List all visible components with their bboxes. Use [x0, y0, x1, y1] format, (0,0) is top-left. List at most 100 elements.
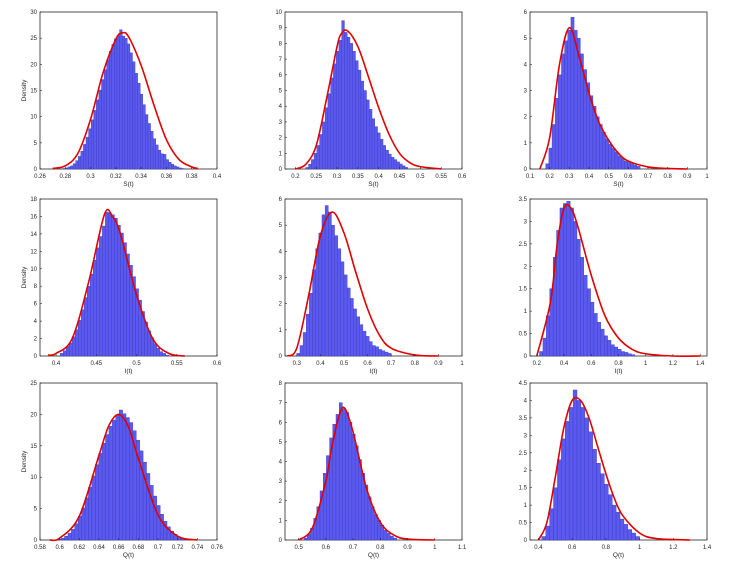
y-tick-label: 4 [279, 249, 283, 255]
x-tick-label: 0.8 [411, 361, 420, 367]
histogram-bar [311, 159, 315, 170]
y-axis-label: Density [21, 79, 28, 101]
histogram-bar [333, 63, 337, 170]
histogram-bar [611, 147, 616, 170]
histogram-bar [132, 61, 136, 170]
histogram-bar [599, 124, 603, 170]
histogram-bar [75, 160, 79, 170]
y-tick-label: 2 [34, 337, 38, 343]
histogram-bar [600, 328, 605, 357]
y-tick-label: 4 [524, 62, 528, 68]
histogram-bar [572, 389, 578, 541]
histogram-bar [567, 30, 572, 170]
histogram-bar [101, 443, 106, 541]
histogram-bar [374, 126, 378, 170]
histogram-bar [171, 164, 175, 170]
histogram-bar [77, 515, 82, 541]
x-tick-label: 1.4 [696, 361, 705, 367]
histogram-bar [74, 523, 79, 541]
histogram-bar [90, 273, 94, 357]
histogram-bar [340, 261, 345, 357]
histogram-bar [156, 505, 161, 541]
histogram-bar [554, 98, 559, 170]
y-tick-label: 7 [279, 57, 283, 63]
histogram-bar [367, 496, 372, 541]
x-tick-label: 0.6 [624, 174, 633, 180]
histogram-bar [98, 453, 103, 541]
x-tick-label: 0.7 [154, 545, 163, 551]
histogram-bar [393, 159, 398, 170]
x-tick-label: 0.6 [322, 545, 331, 551]
y-tick-label: 5 [279, 223, 283, 229]
histogram-bar [584, 417, 589, 541]
histogram-bar [103, 69, 107, 170]
histogram-bar [595, 116, 600, 170]
histogram-bar [105, 211, 109, 357]
y-tick-label: 3.5 [519, 197, 528, 203]
y-tick-label: 0 [34, 354, 38, 360]
x-tick-label: 0.3 [293, 361, 302, 367]
x-tick-label: 0.2 [545, 174, 554, 180]
histogram-bar [96, 99, 100, 170]
histogram-bar [344, 32, 348, 170]
y-tick-label: 4 [279, 460, 283, 466]
histogram-bar [65, 167, 69, 170]
x-tick-label: 0.4 [560, 361, 569, 367]
x-tick-label: 0.6 [55, 545, 64, 551]
histogram-bar [352, 51, 356, 170]
histogram-bar [62, 350, 67, 357]
y-tick-label: 25 [30, 36, 37, 42]
histogram-bar [67, 166, 71, 170]
y-tick-label: 14 [30, 232, 37, 238]
histogram-bar [84, 297, 88, 357]
histogram-bar [118, 409, 123, 541]
histogram-bar [81, 309, 85, 357]
histogram-bar [84, 497, 89, 541]
y-tick-label: 3 [279, 479, 283, 485]
x-axis-label: I(t) [615, 368, 623, 375]
x-tick-label: 0.3 [333, 174, 342, 180]
histogram-bar [566, 201, 571, 357]
histogram-bar [102, 225, 106, 357]
histogram-bar [153, 495, 157, 541]
x-tick-label: 1 [433, 545, 437, 551]
x-tick-label: 1.1 [458, 545, 467, 551]
y-tick-label: 0 [34, 167, 38, 173]
histogram-bar [386, 532, 391, 541]
histogram-bar [541, 536, 546, 541]
histogram-bar [604, 483, 609, 541]
x-tick-label: 0.38 [186, 174, 198, 180]
histogram-bar [600, 473, 605, 541]
histogram-bar [335, 414, 340, 541]
x-tick-label: 0.6 [587, 361, 596, 367]
y-tick-label: 3 [524, 219, 528, 225]
histogram-bar [621, 158, 625, 170]
histogram-bar [384, 351, 389, 357]
y-tick-label: 15 [30, 89, 37, 95]
histogram-bar [553, 487, 558, 541]
histogram-bar [114, 38, 118, 170]
x-axis-label: S(t) [613, 181, 623, 188]
x-tick-label: 0.6 [568, 545, 577, 551]
histogram-bar [168, 161, 172, 170]
histogram-bar [627, 353, 632, 357]
histogram-bar [115, 414, 120, 541]
histogram-bar [558, 74, 562, 170]
x-tick-label: 0.4 [534, 545, 543, 551]
histogram-bar [163, 154, 167, 170]
histogram-bar [590, 301, 595, 357]
histogram-bar [62, 168, 66, 170]
histogram-bar [153, 343, 157, 357]
y-tick-label: 4 [34, 319, 38, 325]
histogram-bar [342, 408, 346, 541]
x-tick-label: 0.8 [602, 545, 611, 551]
histogram-bar [380, 138, 384, 170]
histogram-bar [306, 313, 310, 357]
histogram-bar [96, 247, 100, 357]
y-tick-label: 2 [279, 136, 283, 142]
x-axis-label: Q(t) [123, 552, 134, 559]
histogram-bar [116, 35, 120, 170]
histogram-bar [335, 51, 340, 170]
histogram-bar [142, 104, 146, 170]
histogram-bar [85, 136, 89, 170]
